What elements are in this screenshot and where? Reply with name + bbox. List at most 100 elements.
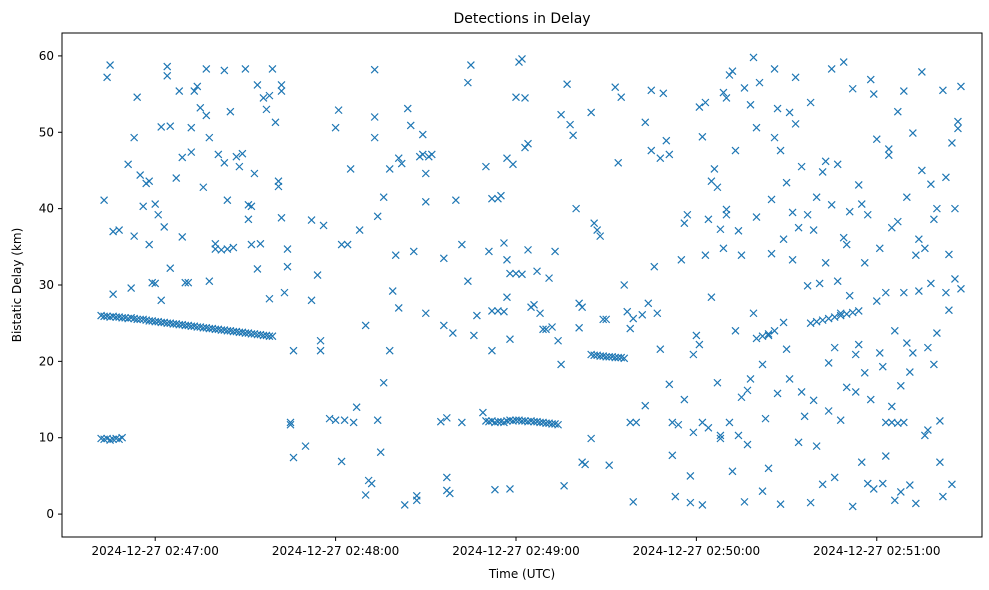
data-point-397 <box>737 251 746 260</box>
data-point-492 <box>887 223 896 232</box>
data-point-221 <box>337 457 346 466</box>
data-point-398 <box>740 84 749 92</box>
data-point-451 <box>824 407 833 415</box>
data-point-422 <box>779 318 788 327</box>
data-point-504 <box>905 368 914 376</box>
data-point-468 <box>851 350 860 359</box>
data-point-234 <box>370 133 379 142</box>
data-point-370 <box>698 501 707 509</box>
data-point-484 <box>875 244 884 253</box>
data-point-198 <box>274 182 283 191</box>
data-point-168 <box>205 277 214 286</box>
data-point-482 <box>872 297 881 305</box>
data-point-104 <box>812 317 821 326</box>
data-point-161 <box>190 87 199 95</box>
data-point-276 <box>472 311 481 320</box>
data-point-385 <box>722 93 731 102</box>
data-point-305 <box>545 274 553 283</box>
data-point-455 <box>830 473 839 482</box>
data-point-347 <box>656 154 665 163</box>
data-point-223 <box>343 240 352 249</box>
data-point-313 <box>566 120 575 129</box>
data-point-487 <box>878 362 887 371</box>
data-point-199 <box>277 87 286 95</box>
data-point-519 <box>926 180 935 189</box>
data-point-456 <box>833 160 842 169</box>
data-point-153 <box>172 174 181 183</box>
data-point-136 <box>133 93 142 102</box>
data-point-165 <box>202 111 211 120</box>
data-point-375 <box>707 177 716 186</box>
data-point-424 <box>782 178 791 187</box>
data-point-116 <box>506 269 514 278</box>
data-point-247 <box>400 501 409 509</box>
x-tick-label-2: 2024-12-27 02:49:00 <box>452 544 579 558</box>
data-point-391 <box>728 467 737 476</box>
data-point-280 <box>488 346 496 355</box>
data-point-342 <box>644 299 653 308</box>
data-point-469 <box>851 387 860 396</box>
data-point-147 <box>157 123 166 131</box>
data-point-142 <box>148 278 157 287</box>
data-point-103 <box>806 319 815 328</box>
data-point-152 <box>166 264 175 273</box>
data-point-250 <box>409 247 418 256</box>
data-point-131 <box>115 226 124 234</box>
data-point-348 <box>656 345 665 354</box>
data-point-485 <box>875 349 884 357</box>
data-point-523 <box>932 329 941 338</box>
data-point-531 <box>945 306 953 315</box>
data-point-269 <box>451 196 460 205</box>
data-point-315 <box>572 204 581 213</box>
data-point-323 <box>590 219 599 228</box>
data-point-292 <box>512 93 520 102</box>
data-point-460 <box>839 58 848 66</box>
data-point-432 <box>794 223 803 232</box>
data-point-489 <box>881 288 890 297</box>
data-point-539 <box>957 82 965 91</box>
data-point-511 <box>914 287 923 296</box>
data-point-262 <box>439 254 448 263</box>
data-point-357 <box>677 255 686 264</box>
data-point-258 <box>421 309 430 318</box>
data-point-227 <box>355 226 364 234</box>
data-point-212 <box>313 271 322 279</box>
data-point-167 <box>205 133 214 142</box>
data-point-327 <box>602 315 611 324</box>
data-point-194 <box>265 294 274 303</box>
data-point-106 <box>824 314 833 323</box>
data-point-246 <box>397 159 406 168</box>
data-point-214 <box>316 346 325 355</box>
data-point-481 <box>869 484 878 493</box>
data-point-108 <box>836 311 845 320</box>
data-point-9 <box>124 314 133 323</box>
data-point-332 <box>620 281 629 289</box>
data-point-498 <box>896 488 905 496</box>
detection-points <box>97 53 965 511</box>
data-point-383 <box>719 244 728 253</box>
data-point-412 <box>764 331 773 340</box>
data-point-499 <box>896 381 905 390</box>
data-point-420 <box>776 146 785 155</box>
data-point-440 <box>806 498 815 507</box>
data-point-150 <box>163 62 172 71</box>
data-point-285 <box>500 239 508 247</box>
data-point-148 <box>160 223 169 231</box>
data-point-255 <box>418 150 427 159</box>
data-point-211 <box>307 216 316 225</box>
data-point-493 <box>887 402 896 411</box>
data-point-518 <box>926 279 935 288</box>
data-point-382 <box>716 434 725 443</box>
data-point-368 <box>698 132 707 141</box>
data-point-62 <box>109 435 118 444</box>
data-point-429 <box>788 208 797 217</box>
data-point-275 <box>469 331 478 340</box>
data-point-210 <box>307 296 316 305</box>
data-point-206 <box>286 420 295 429</box>
data-point-284 <box>497 191 505 200</box>
data-point-192 <box>262 105 271 114</box>
data-point-236 <box>373 416 382 425</box>
data-point-530 <box>945 250 953 259</box>
data-point-216 <box>325 414 334 423</box>
data-point-79 <box>521 417 529 425</box>
